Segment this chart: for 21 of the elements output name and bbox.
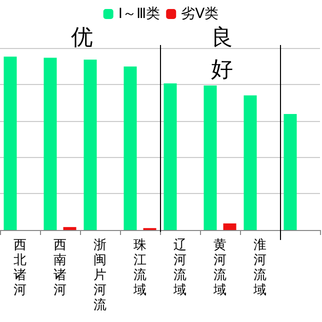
bar <box>164 83 177 230</box>
bar <box>63 227 76 230</box>
bar <box>124 66 137 230</box>
x-tick-label: 珠江流域 <box>132 238 146 298</box>
legend-label: 劣V类 <box>181 6 219 22</box>
text: 优 <box>71 26 93 50</box>
bar <box>284 114 297 230</box>
bar <box>244 95 257 230</box>
annotation: 良好 <box>211 26 233 82</box>
x-tick-label: 西北诸河 <box>14 238 26 298</box>
x-tick-label: 西南诸河 <box>54 238 66 298</box>
x-tick-label: 淮河流域 <box>252 238 266 298</box>
bar <box>223 223 236 230</box>
bar <box>4 56 17 230</box>
x-tick-label: 黄河流域 <box>212 238 226 298</box>
bar <box>84 60 97 230</box>
x-tick-label: 辽河流域 <box>172 238 186 298</box>
x-tick-label: 浙闽片河流 <box>94 238 106 313</box>
legend-label: I～Ⅲ类 <box>118 6 160 22</box>
bar <box>204 85 217 230</box>
bar <box>44 58 57 230</box>
